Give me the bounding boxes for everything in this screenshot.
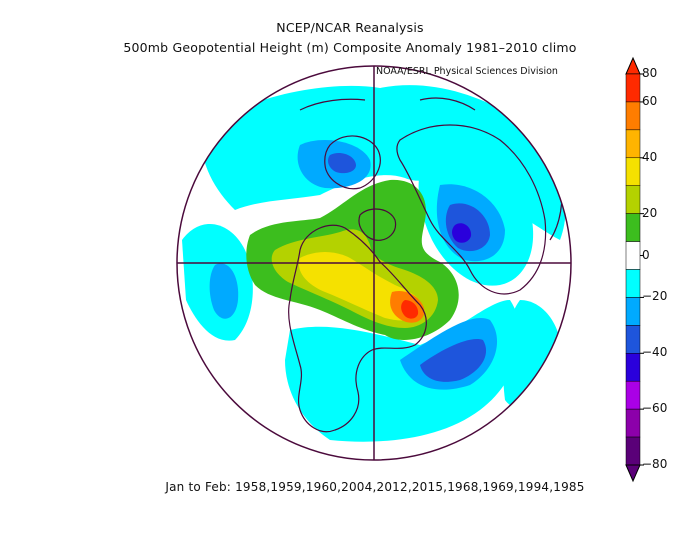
colorbar-bin xyxy=(625,325,641,354)
coastline-arctic-islands xyxy=(358,208,397,241)
title-line-1: NCEP/NCAR Reanalysis xyxy=(276,20,424,35)
colorbar-arrow-top xyxy=(625,56,641,75)
colorbar-label: 20 xyxy=(642,205,658,220)
coastline-north-america xyxy=(288,224,427,433)
neg-anomaly-core-5 xyxy=(328,153,356,174)
colorbar-bin xyxy=(625,408,641,438)
colorbar-arrow-bottom xyxy=(625,464,641,483)
colorbar-bin xyxy=(625,157,641,186)
colorbar-label: 40 xyxy=(642,149,658,164)
colorbar-bin xyxy=(625,353,641,382)
colorbar-bin xyxy=(625,213,641,242)
colorbar-bin xyxy=(625,380,641,410)
footer-years: Jan to Feb: 1958,1959,1960,2004,2012,201… xyxy=(165,480,585,494)
anomaly-field xyxy=(177,66,571,460)
colorbar-label: −80 xyxy=(642,457,668,471)
colorbar-label: 60 xyxy=(642,93,658,108)
colorbar-bin xyxy=(625,101,641,131)
colorbar-label: −20 xyxy=(642,289,668,304)
colorbar-bin xyxy=(625,436,641,466)
credit-text: NOAA/ESRL Physical Sciences Division xyxy=(376,66,558,77)
coastline-greenland xyxy=(324,135,381,190)
colorbar-bin xyxy=(625,297,641,326)
colorbar-bins xyxy=(625,56,641,483)
colorbar xyxy=(625,56,644,483)
neg-anomaly-arctic-belt xyxy=(200,85,566,240)
colorbar-bin xyxy=(625,241,641,270)
colorbar-bin xyxy=(625,185,641,214)
colorbar-bin xyxy=(625,129,641,159)
title-line-2: 500mb Geopotential Height (m) Composite … xyxy=(123,40,577,55)
coastline-eurasia xyxy=(396,124,547,295)
colorbar-bin xyxy=(625,73,641,103)
colorbar-label: −40 xyxy=(642,345,668,360)
coastline-asia-pacific xyxy=(299,97,476,111)
neg-anomaly-core-7 xyxy=(420,339,487,382)
colorbar-ticks xyxy=(640,73,644,466)
colorbar-label: −60 xyxy=(642,401,668,416)
colorbar-label: 0 xyxy=(642,247,650,262)
neg-anomaly-core-8 xyxy=(452,223,472,243)
colorbar-label: 80 xyxy=(642,66,658,80)
neg-anomaly-core-2 xyxy=(209,263,239,319)
pos-anomaly-red xyxy=(401,300,419,319)
map-boundary xyxy=(176,65,572,461)
colorbar-bin xyxy=(625,269,641,298)
